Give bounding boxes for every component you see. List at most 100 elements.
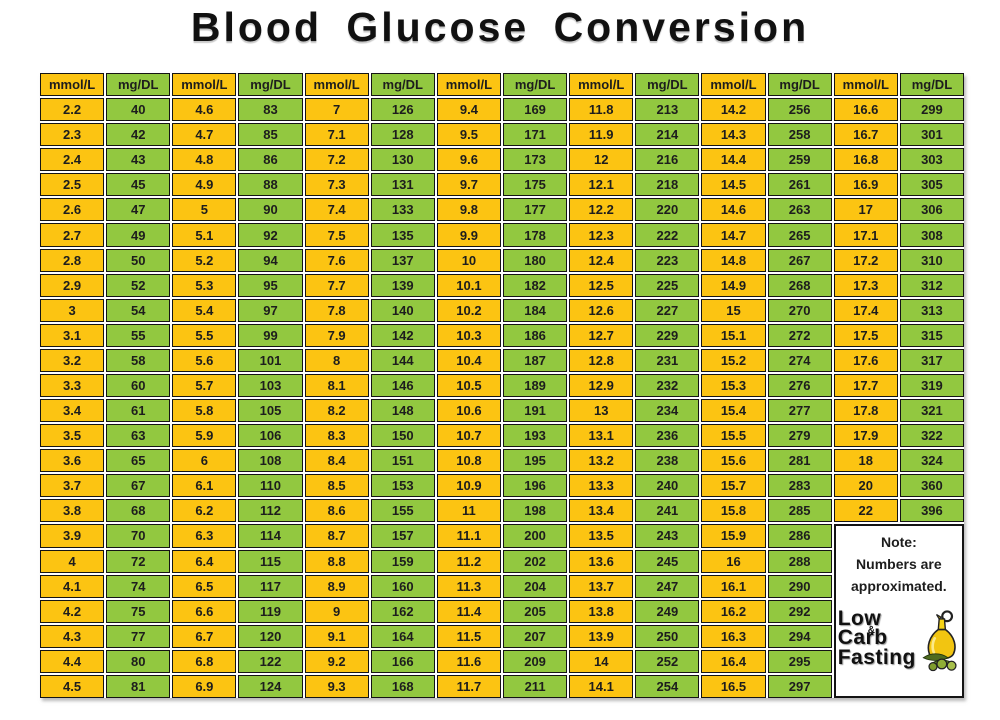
mgdl-cell: 117 xyxy=(238,574,303,598)
mmol-cell: 3.4 xyxy=(40,399,105,423)
mgdl-cell: 247 xyxy=(635,574,700,598)
mmol-cell: 10 xyxy=(436,248,501,272)
mgdl-cell: 272 xyxy=(767,323,832,347)
mmol-cell: 2.8 xyxy=(40,248,105,272)
mgdl-cell: 72 xyxy=(106,549,171,573)
mmol-cell: 2.6 xyxy=(40,198,105,222)
mmol-cell: 2.4 xyxy=(40,148,105,172)
mgdl-cell: 178 xyxy=(503,223,568,247)
mgdl-cell: 47 xyxy=(106,198,171,222)
mgdl-cell: 222 xyxy=(635,223,700,247)
mgdl-cell: 55 xyxy=(106,323,171,347)
mgdl-cell: 173 xyxy=(503,148,568,172)
mmol-cell: 10.6 xyxy=(436,399,501,423)
mgdl-cell: 130 xyxy=(370,148,435,172)
mmol-cell: 5.3 xyxy=(172,273,237,297)
mmol-cell: 12 xyxy=(569,148,634,172)
mmol-cell: 15 xyxy=(701,298,766,322)
mmol-cell: 6.4 xyxy=(172,549,237,573)
mgdl-cell: 77 xyxy=(106,624,171,648)
mgdl-cell: 279 xyxy=(767,424,832,448)
mmol-cell: 4.1 xyxy=(40,574,105,598)
mgdl-cell: 160 xyxy=(370,574,435,598)
mmol-cell: 13.2 xyxy=(569,449,634,473)
mmol-cell: 11.3 xyxy=(436,574,501,598)
mmol-cell: 2.5 xyxy=(40,173,105,197)
mmol-cell: 16.3 xyxy=(701,624,766,648)
note-line-3: approximated. xyxy=(851,577,947,594)
mmol-cell: 5.1 xyxy=(172,223,237,247)
mgdl-cell: 231 xyxy=(635,348,700,372)
mgdl-cell: 150 xyxy=(370,424,435,448)
mgdl-cell: 189 xyxy=(503,373,568,398)
mmol-cell: 14.9 xyxy=(701,273,766,297)
mgdl-cell: 234 xyxy=(635,399,700,423)
mmol-cell: 11.4 xyxy=(436,599,501,623)
mgdl-cell: 61 xyxy=(106,399,171,423)
note-line-2: Numbers are xyxy=(856,556,942,573)
logo-text: Low Carb & Fasting xyxy=(837,607,926,668)
mmol-cell: 10.2 xyxy=(436,298,501,322)
mgdl-cell: 67 xyxy=(106,474,171,498)
mmol-cell: 9.1 xyxy=(304,624,369,648)
mgdl-cell: 65 xyxy=(106,449,171,473)
mmol-cell: 4.8 xyxy=(172,148,237,172)
mmol-cell: 15.9 xyxy=(701,524,766,548)
mmol-cell: 10.3 xyxy=(436,323,501,347)
column-header-mmol: mmol/L xyxy=(569,73,634,97)
logo-ampersand: & xyxy=(867,625,875,637)
mgdl-cell: 313 xyxy=(899,298,964,322)
mgdl-cell: 97 xyxy=(238,298,303,322)
logo-line-1: Low Carb xyxy=(837,607,888,650)
mgdl-cell: 83 xyxy=(238,98,303,122)
low-carb-fasting-logo: Low Carb & Fasting xyxy=(838,598,960,678)
mgdl-cell: 303 xyxy=(899,148,964,172)
mgdl-cell: 112 xyxy=(238,499,303,523)
mmol-cell: 3.3 xyxy=(40,373,105,398)
mgdl-cell: 193 xyxy=(503,424,568,448)
column-header-mgdl: mg/DL xyxy=(899,73,964,97)
mmol-cell: 15.5 xyxy=(701,424,766,448)
mmol-cell: 3.9 xyxy=(40,524,105,548)
mgdl-cell: 131 xyxy=(370,173,435,197)
mgdl-cell: 166 xyxy=(370,649,435,673)
mmol-cell: 3 xyxy=(40,298,105,322)
column-header-mgdl: mg/DL xyxy=(767,73,832,97)
mgdl-cell: 270 xyxy=(767,298,832,322)
mmol-cell: 13.9 xyxy=(569,624,634,648)
mmol-cell: 9.5 xyxy=(436,123,501,147)
mmol-cell: 9.7 xyxy=(436,173,501,197)
mmol-cell: 13.7 xyxy=(569,574,634,598)
mgdl-cell: 75 xyxy=(106,599,171,623)
mgdl-cell: 103 xyxy=(238,373,303,398)
mgdl-cell: 240 xyxy=(635,474,700,498)
mgdl-cell: 250 xyxy=(635,624,700,648)
mmol-cell: 9.9 xyxy=(436,223,501,247)
mgdl-cell: 265 xyxy=(767,223,832,247)
mgdl-cell: 58 xyxy=(106,348,171,372)
mgdl-cell: 268 xyxy=(767,273,832,297)
mmol-cell: 8.2 xyxy=(304,399,369,423)
column-header-mgdl: mg/DL xyxy=(503,73,568,97)
mmol-cell: 14.6 xyxy=(701,198,766,222)
mgdl-cell: 245 xyxy=(635,549,700,573)
mmol-cell: 16.7 xyxy=(833,123,898,147)
mmol-cell: 9.4 xyxy=(436,98,501,122)
mgdl-cell: 286 xyxy=(767,524,832,548)
mmol-cell: 10.5 xyxy=(436,373,501,398)
column-header-mmol: mmol/L xyxy=(436,73,501,97)
mgdl-cell: 180 xyxy=(503,248,568,272)
mgdl-cell: 216 xyxy=(635,148,700,172)
mmol-cell: 5.8 xyxy=(172,399,237,423)
mgdl-cell: 157 xyxy=(370,524,435,548)
mmol-cell: 3.7 xyxy=(40,474,105,498)
mgdl-cell: 43 xyxy=(106,148,171,172)
mmol-cell: 15.8 xyxy=(701,499,766,523)
mgdl-cell: 50 xyxy=(106,248,171,272)
mgdl-cell: 86 xyxy=(238,148,303,172)
mgdl-cell: 90 xyxy=(238,198,303,222)
mmol-cell: 11.9 xyxy=(569,123,634,147)
mgdl-cell: 155 xyxy=(370,499,435,523)
mgdl-cell: 241 xyxy=(635,499,700,523)
